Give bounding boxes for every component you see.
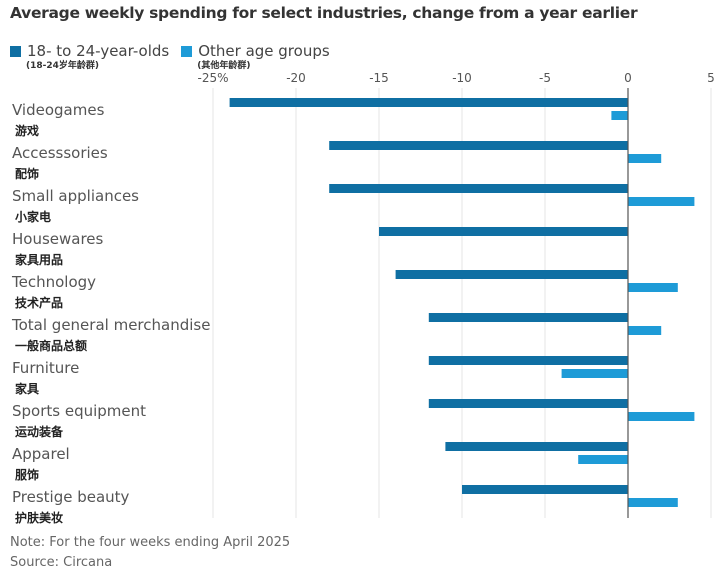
legend-sub-other: (其他年龄群) bbox=[197, 61, 251, 71]
bar-young bbox=[329, 184, 628, 193]
category-label-zh: 一般商品总额 bbox=[15, 339, 88, 353]
bar-young bbox=[428, 399, 628, 408]
x-tick-label: 0 bbox=[624, 71, 632, 85]
bar-other bbox=[628, 412, 695, 421]
category-label: Prestige beauty bbox=[12, 488, 130, 506]
category-label: Small appliances bbox=[12, 187, 139, 205]
category-label: Accesssories bbox=[12, 144, 108, 162]
category-label: Sports equipment bbox=[12, 402, 147, 420]
x-tick-label: 5 bbox=[707, 71, 715, 85]
bar-young bbox=[445, 442, 628, 451]
bar-other bbox=[611, 111, 628, 120]
bar-young bbox=[428, 356, 628, 365]
x-tick-label: -20 bbox=[286, 71, 306, 85]
category-label-zh: 配饰 bbox=[15, 167, 40, 181]
bar-young bbox=[462, 485, 628, 494]
legend-item-young: 18- to 24-year-olds (18-24岁年龄群) bbox=[10, 42, 169, 71]
bar-young bbox=[428, 313, 628, 322]
legend: 18- to 24-year-olds (18-24岁年龄群) Other ag… bbox=[10, 42, 330, 71]
legend-label-young: 18- to 24-year-olds bbox=[27, 42, 170, 60]
category-label-zh: 运动装备 bbox=[15, 425, 64, 439]
chart-title: Average weekly spending for select indus… bbox=[10, 4, 638, 22]
x-tick-label: -25% bbox=[197, 71, 228, 85]
source-text: Source: Circana bbox=[10, 555, 113, 570]
legend-swatch-young bbox=[10, 45, 21, 57]
bar-young bbox=[229, 98, 628, 107]
bar-other bbox=[628, 498, 678, 507]
category-label-zh: 家具 bbox=[15, 382, 40, 396]
legend-sub-young: (18-24岁年龄群) bbox=[26, 61, 100, 71]
category-label: Total general merchandise bbox=[12, 316, 211, 334]
bar-other bbox=[628, 326, 662, 335]
bar-young bbox=[329, 141, 628, 150]
legend-item-other: Other age groups (其他年龄群) bbox=[181, 42, 330, 71]
x-tick-label: -15 bbox=[369, 71, 389, 85]
bar-other bbox=[561, 369, 628, 378]
bar-other bbox=[578, 455, 628, 464]
category-label-zh: 护肤美妆 bbox=[15, 511, 64, 525]
x-tick-label: -10 bbox=[452, 71, 472, 85]
legend-swatch-other bbox=[181, 45, 193, 57]
category-label: Furniture bbox=[12, 359, 80, 377]
bar-young bbox=[379, 227, 628, 236]
category-label: Housewares bbox=[12, 230, 104, 248]
category-label: Videogames bbox=[12, 101, 105, 119]
x-tick-label: -5 bbox=[539, 71, 551, 85]
category-label-zh: 技术产品 bbox=[15, 296, 64, 310]
bar-other bbox=[628, 283, 678, 292]
bar-other bbox=[628, 197, 695, 206]
category-label-zh: 游戏 bbox=[15, 124, 40, 138]
category-label: Technology bbox=[12, 273, 97, 291]
legend-label-other: Other age groups bbox=[198, 42, 330, 60]
category-label-zh: 小家电 bbox=[15, 210, 52, 224]
category-label-zh: 家具用品 bbox=[15, 253, 64, 267]
category-label: Apparel bbox=[12, 445, 70, 463]
bar-other bbox=[628, 154, 662, 163]
note-text: Note: For the four weeks ending April 20… bbox=[10, 535, 291, 550]
category-label-zh: 服饰 bbox=[15, 468, 40, 482]
bar-young bbox=[395, 270, 628, 279]
